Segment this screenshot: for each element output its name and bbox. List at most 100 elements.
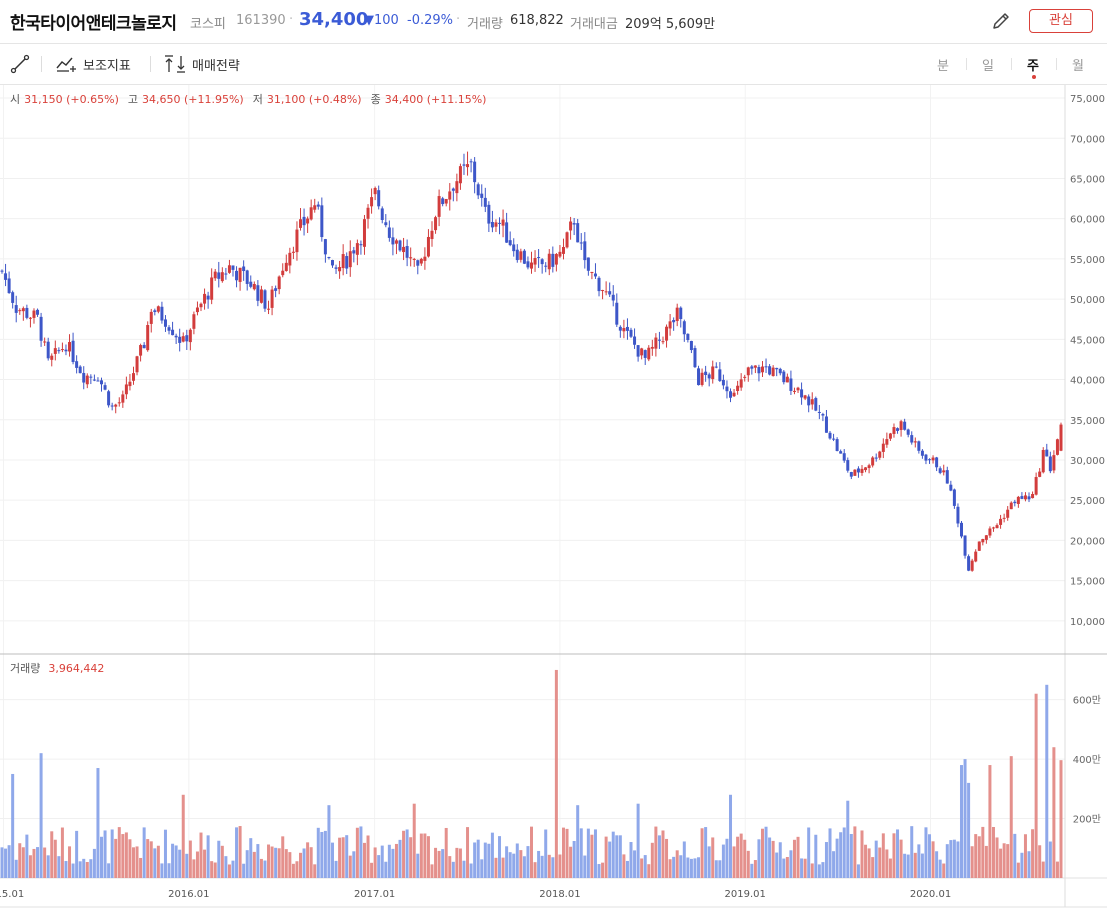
candle-body xyxy=(256,285,260,301)
volume-bar xyxy=(1016,862,1020,878)
volume-bar xyxy=(544,829,548,878)
volume-bar xyxy=(355,827,359,878)
volume-bar xyxy=(615,835,619,878)
volume-panel-value: 3,964,442 xyxy=(48,662,105,675)
candle-body xyxy=(57,350,61,352)
candle-body xyxy=(984,535,988,540)
candle-body xyxy=(579,242,583,244)
volume-bar xyxy=(306,842,310,878)
volume-bar xyxy=(981,826,985,878)
candle-body xyxy=(78,366,82,374)
volume-bar xyxy=(380,845,384,878)
volume-bar xyxy=(199,832,203,878)
volume-bar xyxy=(959,765,963,878)
candle-body xyxy=(227,265,231,273)
candle-body xyxy=(1034,477,1038,495)
volume-bar xyxy=(952,839,956,878)
volume-bar xyxy=(398,839,402,878)
strategy-button[interactable]: 매매전략 xyxy=(164,53,240,75)
candle-body xyxy=(306,218,310,224)
period-month-tab[interactable]: 월 xyxy=(1072,59,1084,74)
candle-body xyxy=(561,246,565,254)
volume-bar xyxy=(583,855,587,878)
volume-bar xyxy=(558,854,562,878)
volume-bar xyxy=(206,835,210,878)
volume-bar xyxy=(512,853,516,878)
candle-body xyxy=(107,391,111,406)
period-minute-tab[interactable]: 분 xyxy=(937,59,949,74)
candle-body xyxy=(135,356,139,373)
candle-body xyxy=(931,457,935,461)
candle-body xyxy=(373,188,377,195)
candle-body xyxy=(149,311,153,324)
price-tick-label: 60,000 xyxy=(1070,215,1105,226)
volume-bar xyxy=(14,859,18,878)
candle-body xyxy=(739,379,743,388)
candle-body xyxy=(153,310,157,313)
volume-bar xyxy=(57,856,61,878)
volume-bar xyxy=(135,846,139,878)
volume-bar xyxy=(252,851,256,878)
close-value: 34,400 (+11.15%) xyxy=(384,93,487,106)
candle-body xyxy=(405,246,409,258)
candle-body xyxy=(345,256,349,269)
candle-body xyxy=(384,222,388,226)
favorite-button[interactable]: 관심 xyxy=(1029,9,1093,33)
volume-bar xyxy=(924,827,928,878)
volume-bar xyxy=(714,860,718,878)
volume-bar xyxy=(213,862,217,878)
toolbar-divider xyxy=(41,56,42,72)
candle-body xyxy=(508,240,512,246)
candle-body xyxy=(846,460,850,471)
drawing-tool-button[interactable] xyxy=(10,53,36,75)
volume-bar xyxy=(441,849,445,878)
volume-bar xyxy=(192,859,196,878)
volume-bar xyxy=(778,842,782,878)
volume-bar xyxy=(437,850,441,878)
volume-bar xyxy=(114,838,118,878)
candle-body xyxy=(359,244,363,246)
candle-body xyxy=(110,405,114,407)
volume-bar xyxy=(832,851,836,878)
volume-bar xyxy=(732,846,736,878)
candle-body xyxy=(416,260,420,266)
candle-body xyxy=(558,251,562,257)
volume-bar xyxy=(75,830,79,878)
volume-bar xyxy=(828,828,832,878)
candle-body xyxy=(878,451,882,458)
candle-body xyxy=(1041,449,1045,473)
candle-body xyxy=(263,290,267,309)
candle-body xyxy=(643,350,647,358)
volume-bar xyxy=(1052,747,1056,878)
volume-bar xyxy=(139,857,143,878)
candle-body xyxy=(757,367,761,374)
volume-bar xyxy=(810,863,814,878)
period-week-tab[interactable]: 주 xyxy=(1027,59,1039,74)
candle-body xyxy=(82,372,86,383)
candle-body xyxy=(611,294,615,301)
candle-body xyxy=(274,288,278,291)
volume-bar xyxy=(185,853,189,878)
price-tick-label: 35,000 xyxy=(1070,416,1105,427)
candle-body xyxy=(114,404,118,407)
candle-body xyxy=(778,368,782,374)
volume-bar xyxy=(590,834,594,878)
candle-body xyxy=(782,371,786,383)
volume-bar xyxy=(860,830,864,878)
volume-bar xyxy=(444,827,448,878)
volume-bar xyxy=(871,857,875,878)
candlestick-chart[interactable]: 10,000 15,000 20,000 25,000 30,000 35,000 40,0… xyxy=(0,85,1107,909)
candle-body xyxy=(959,522,963,537)
volume-bar xyxy=(721,844,725,878)
volume-bar xyxy=(1055,861,1059,878)
pencil-icon[interactable] xyxy=(990,10,1012,32)
candle-body xyxy=(1002,517,1006,519)
volume-bar xyxy=(750,863,754,878)
candle-body xyxy=(32,310,36,318)
volume-panel-title: 거래량 3,964,442 xyxy=(10,660,104,676)
volume-bar xyxy=(451,861,455,878)
period-day-tab[interactable]: 일 xyxy=(982,59,994,74)
indicator-button[interactable]: 보조지표 xyxy=(55,53,131,75)
time-tick-label: 2017.01 xyxy=(354,889,395,900)
volume-bar xyxy=(711,837,715,878)
